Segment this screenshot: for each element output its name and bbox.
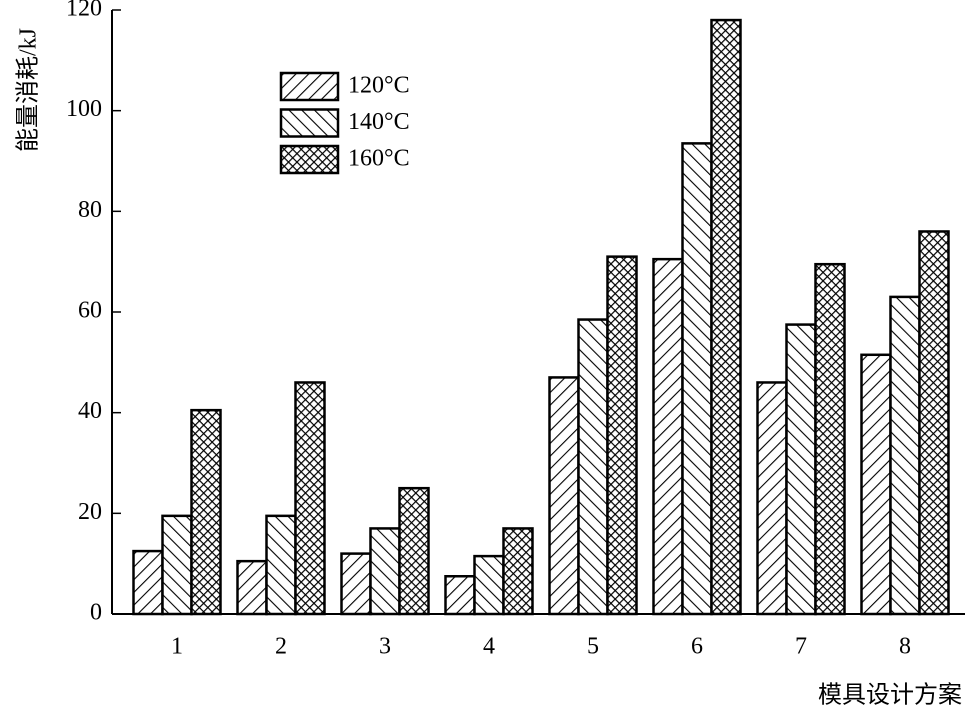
y-tick-label: 20 (78, 499, 102, 525)
bar (473, 554, 505, 616)
bar (502, 527, 534, 616)
y-tick-label: 80 (78, 197, 102, 223)
x-tick-label: 5 (587, 634, 599, 660)
x-tick-label: 7 (795, 634, 807, 660)
bar (756, 381, 788, 616)
legend-label: 160°C (348, 146, 410, 172)
y-tick-label: 60 (78, 298, 102, 324)
y-tick-label: 0 (90, 600, 102, 626)
bar (577, 318, 609, 616)
bar (398, 486, 430, 616)
x-tick-label: 8 (899, 634, 911, 660)
bar (889, 295, 921, 616)
legend-label: 140°C (348, 109, 410, 135)
y-axis-label: 能量消耗/kJ (15, 28, 42, 152)
y-tick-label: 100 (66, 96, 102, 122)
bar (710, 18, 742, 616)
bar (785, 323, 817, 616)
x-tick-label: 6 (691, 634, 703, 660)
bar (652, 257, 684, 616)
bar (190, 408, 222, 616)
bar (606, 255, 638, 616)
x-tick-label: 3 (379, 634, 391, 660)
legend-swatch (279, 144, 340, 175)
y-tick-label: 120 (66, 0, 102, 22)
x-tick-label: 1 (171, 634, 183, 660)
bar (236, 559, 268, 616)
bar (294, 381, 326, 616)
bar (860, 353, 892, 616)
y-tick-label: 40 (78, 398, 102, 424)
bar (444, 575, 476, 616)
bar (548, 376, 580, 616)
legend-swatch (279, 108, 340, 138)
x-axis-label: 模具设计方案 (818, 682, 962, 709)
bar (340, 552, 372, 616)
bar (265, 514, 297, 616)
bar (918, 230, 950, 616)
x-tick-label: 2 (275, 634, 287, 660)
legend-label: 120°C (348, 73, 410, 99)
bar (161, 514, 193, 616)
bar (369, 527, 401, 616)
bar (681, 142, 713, 616)
bar (132, 549, 164, 616)
bar (814, 262, 846, 616)
x-tick-label: 4 (483, 634, 495, 660)
legend-swatch (279, 71, 340, 102)
